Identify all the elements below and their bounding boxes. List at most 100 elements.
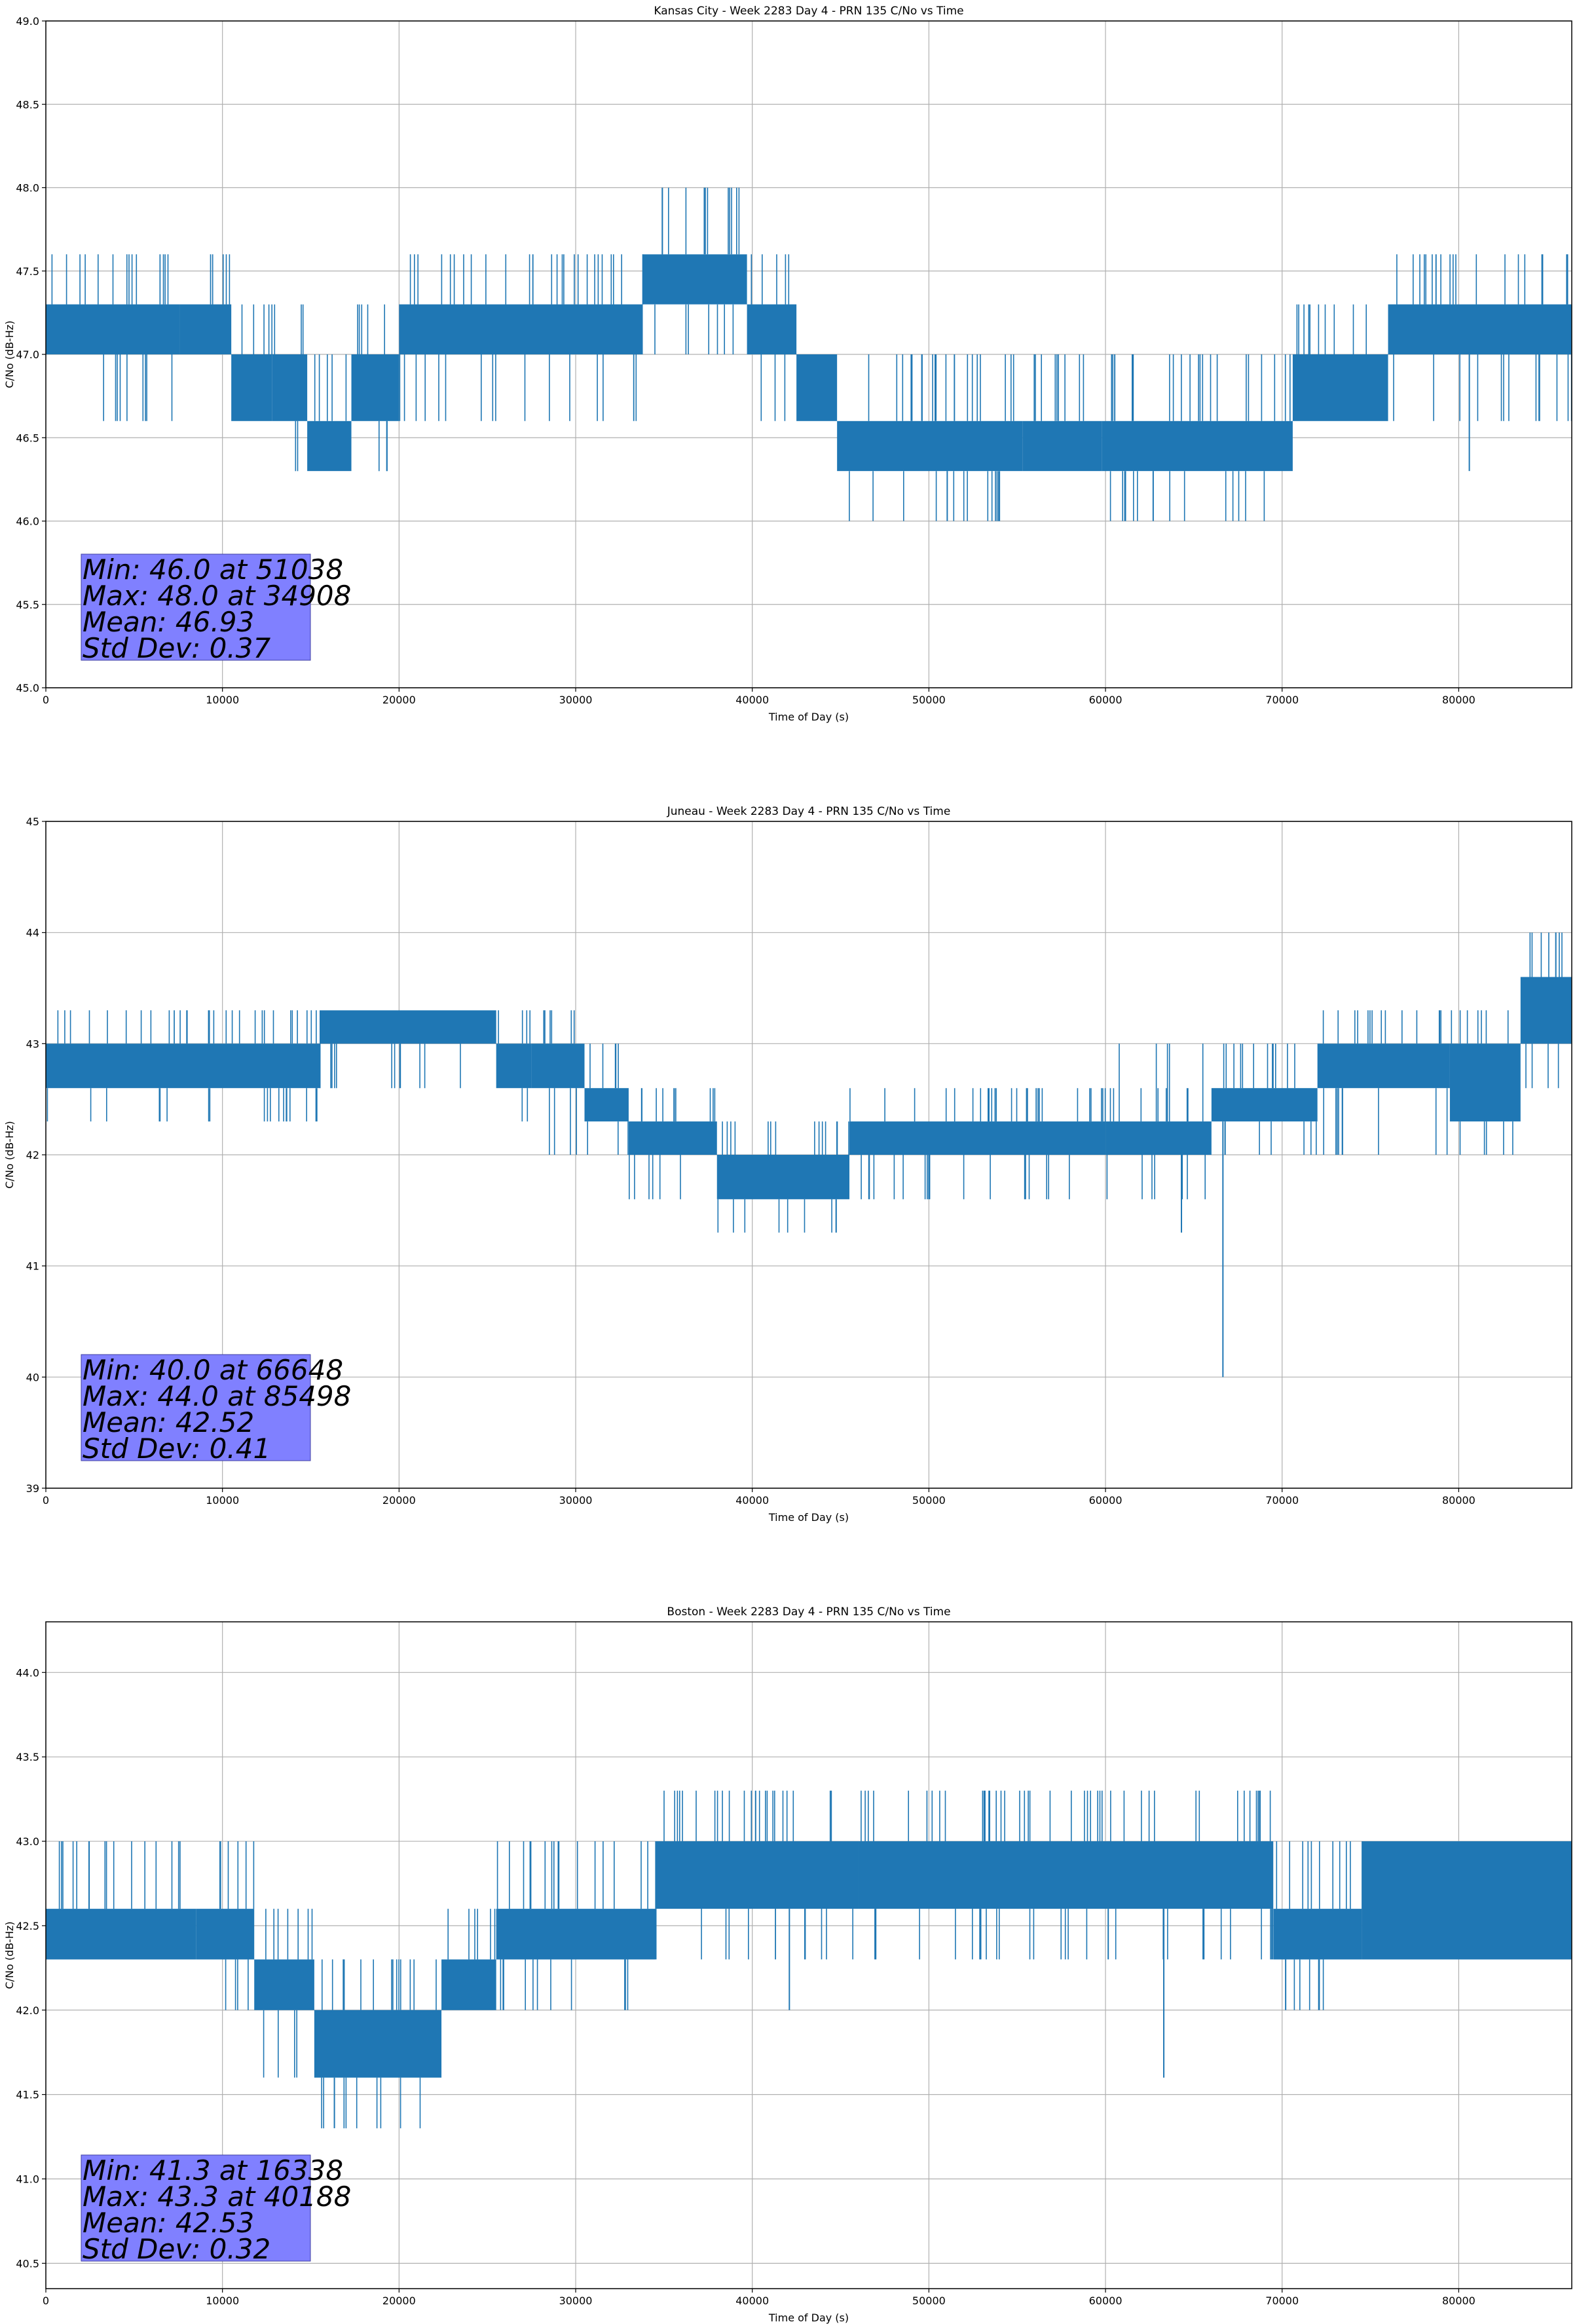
- data-band-1: [46, 304, 180, 354]
- stats-std-text: Std Dev: 0.37: [83, 632, 270, 664]
- chart-panel-2: 0 10000 20000 30000 40000 50000 60000 70000 8000…: [3, 805, 1572, 1524]
- x-tick-label: 50000: [912, 694, 946, 706]
- y-tick-label: 41.0: [16, 2173, 39, 2185]
- data-band-10: [1362, 1841, 1572, 1960]
- y-tick-label: 46.5: [16, 432, 39, 444]
- data-spikes-15: [1393, 254, 1572, 421]
- y-tick-label: 39: [26, 1482, 39, 1495]
- x-tick-label: 80000: [1442, 1494, 1475, 1507]
- data-spikes-8: [849, 1088, 1106, 1199]
- data-spikes-3: [263, 1909, 313, 2078]
- y-tick-label: 45: [26, 815, 39, 828]
- y-tick-label: 47.0: [16, 348, 39, 361]
- x-tick-label: 20000: [382, 2295, 416, 2307]
- x-tick-label: 50000: [912, 1494, 946, 1507]
- data-band-9: [1105, 1121, 1212, 1155]
- y-tick-label: 46.0: [16, 515, 39, 528]
- x-tick-label: 70000: [1265, 1494, 1299, 1507]
- x-tick-label: 60000: [1089, 1494, 1122, 1507]
- x-tick-label: 30000: [559, 694, 593, 706]
- stats-box: [81, 1354, 311, 1461]
- stats-min-text: Min: 41.3 at 16338: [83, 2154, 343, 2186]
- y-tick-label: 40.5: [16, 2257, 39, 2270]
- data-band-7: [716, 1155, 850, 1199]
- x-tick-label: 10000: [206, 2295, 239, 2307]
- x-tick-label: 10000: [206, 694, 239, 706]
- data-spikes-4: [271, 304, 304, 472]
- data-spikes-5: [314, 354, 347, 421]
- data-band-13: [1102, 421, 1293, 472]
- data-spikes-2: [319, 1043, 461, 1089]
- data-spikes-12: [1451, 1010, 1513, 1155]
- stats-min-text: Min: 46.0 at 51038: [83, 553, 343, 586]
- chart-panel-3: 0 10000 20000 30000 40000 50000 60000 70000 8000…: [3, 1605, 1572, 2324]
- x-tick-label: 0: [43, 2295, 49, 2307]
- y-axis-label: C/No (dB-Hz): [3, 1921, 16, 1989]
- y-tick-label: 42: [26, 1149, 39, 1161]
- data-spikes-9: [751, 254, 790, 421]
- data-band-3: [496, 1043, 532, 1089]
- stats-max-text: Max: 43.3 at 40188: [83, 2181, 351, 2213]
- y-tick-label: 44.0: [16, 1666, 39, 1679]
- stats-max-text: Max: 44.0 at 85498: [83, 1380, 351, 1412]
- x-tick-label: 70000: [1265, 694, 1299, 706]
- data-spikes-7: [717, 1121, 849, 1233]
- stats-mean-text: Mean: 42.53: [83, 2207, 254, 2239]
- y-axis-label: C/No (dB-Hz): [3, 1121, 16, 1188]
- x-tick-label: 40000: [735, 694, 769, 706]
- data-band-6: [496, 1909, 656, 1960]
- x-tick-label: 60000: [1089, 694, 1122, 706]
- data-spikes-9: [1106, 1043, 1206, 1199]
- y-tick-label: 45.0: [16, 682, 39, 694]
- y-axis-label: C/No (dB-Hz): [3, 320, 16, 388]
- data-spikes-6: [496, 1841, 648, 2010]
- data-spikes-7: [399, 254, 644, 421]
- data-band-3: [254, 1959, 314, 2010]
- data-band-5: [584, 1088, 629, 1122]
- x-axis-label: Time of Day (s): [768, 1511, 849, 1524]
- y-tick-label: 49.0: [16, 15, 39, 28]
- y-tick-label: 43.5: [16, 1751, 39, 1763]
- stats-max-text: Max: 48.0 at 34908: [83, 580, 351, 612]
- data-band-4: [314, 2010, 442, 2078]
- data-band-15: [1388, 304, 1572, 354]
- data-band-12: [1449, 1043, 1521, 1122]
- x-axis-label: Time of Day (s): [768, 2312, 849, 2324]
- x-tick-label: 60000: [1089, 2295, 1122, 2307]
- chart-panel-1: 0 10000 20000 30000 40000 50000 60000 70000 8000…: [3, 5, 1572, 723]
- y-tick-label: 43.0: [16, 1835, 39, 1848]
- x-tick-label: 0: [43, 1494, 49, 1507]
- data-band-2: [179, 304, 232, 354]
- y-tick-label: 43: [26, 1038, 39, 1050]
- data-spikes-3: [498, 1010, 530, 1122]
- data-band-5: [307, 421, 352, 472]
- stats-std-text: Std Dev: 0.32: [83, 2233, 270, 2265]
- data-band-2: [196, 1909, 255, 1960]
- x-tick-label: 80000: [1442, 694, 1475, 706]
- y-tick-label: 42.0: [16, 2004, 39, 2017]
- data-spikes-3: [241, 304, 270, 354]
- data-band-11: [837, 421, 1023, 472]
- data-spikes-14: [1296, 304, 1367, 354]
- x-tick-label: 20000: [382, 694, 416, 706]
- data-series: [46, 932, 1572, 1378]
- data-band-9: [1273, 1909, 1362, 1960]
- data-band-4: [272, 354, 308, 421]
- data-spikes-12: [1033, 354, 1085, 421]
- data-spikes-1: [51, 254, 173, 421]
- data-series: [46, 187, 1572, 521]
- data-spikes-1: [58, 1841, 181, 1909]
- data-spikes-6: [629, 1088, 716, 1199]
- y-tick-label: 47.5: [16, 265, 39, 278]
- x-tick-label: 70000: [1265, 2295, 1299, 2307]
- data-band-11: [1317, 1043, 1450, 1089]
- data-band-1: [46, 1043, 320, 1089]
- x-tick-label: 30000: [559, 2295, 593, 2307]
- stats-box: [81, 553, 311, 661]
- x-tick-label: 40000: [735, 1494, 769, 1507]
- data-band-10: [1211, 1088, 1318, 1122]
- data-spikes-6: [357, 304, 388, 472]
- data-spikes-1: [46, 1010, 318, 1122]
- data-band-7: [399, 304, 643, 354]
